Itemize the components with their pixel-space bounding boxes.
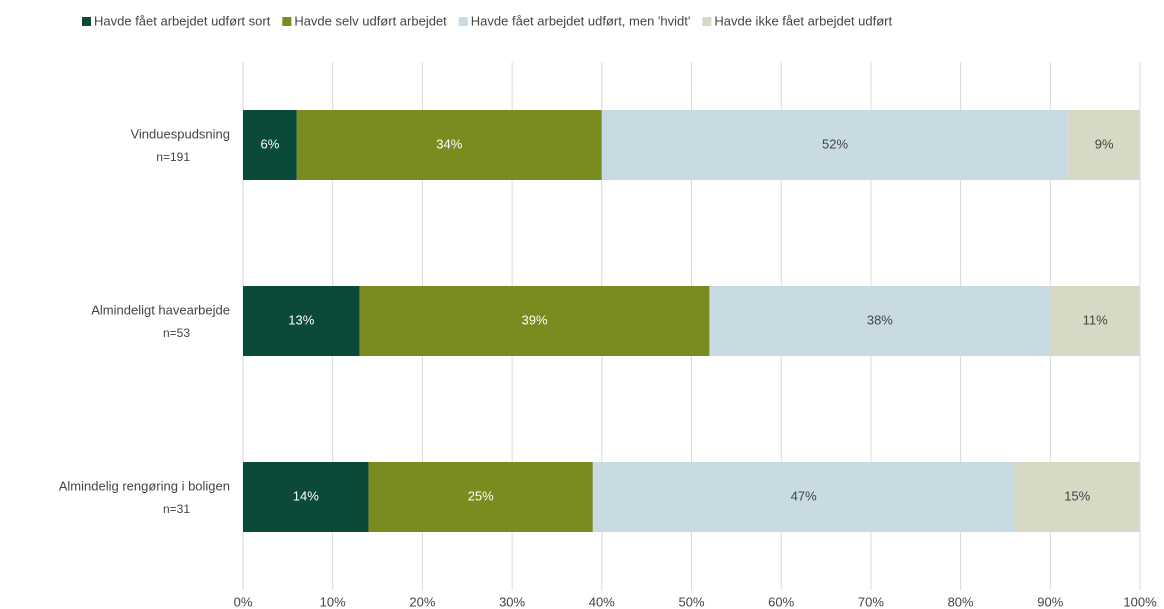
- data-label: 52%: [822, 136, 848, 151]
- y-tick-label: Almindelig rengøring i boligen: [59, 478, 230, 493]
- legend-swatch: [458, 17, 468, 26]
- x-tick-label: 70%: [858, 594, 884, 609]
- bar-segment: [601, 110, 1069, 180]
- x-tick-label: 100%: [1123, 594, 1157, 609]
- legend-label: Havde ikke fået arbejdet udført: [714, 13, 892, 28]
- y-tick-note: n=191: [156, 150, 190, 164]
- legend-swatch: [82, 17, 91, 26]
- y-tick-label: Vinduespudsning: [130, 126, 230, 141]
- data-label: 34%: [436, 136, 462, 151]
- x-tick-label: 10%: [320, 594, 346, 609]
- data-label: 25%: [468, 488, 494, 503]
- x-tick-label: 90%: [1037, 594, 1063, 609]
- y-tick-note: n=31: [163, 502, 190, 516]
- x-tick-label: 30%: [499, 594, 525, 609]
- legend-label: Havde fået arbejdet udført sort: [94, 13, 271, 28]
- y-tick-note: n=53: [163, 326, 190, 340]
- bar-segment: [243, 286, 360, 356]
- legend-label: Havde fået arbejdet udført, men 'hvidt': [471, 13, 691, 28]
- legend-swatch: [282, 17, 292, 26]
- bar-segment: [592, 462, 1015, 532]
- x-tick-label: 40%: [589, 594, 615, 609]
- bar-segment: [709, 286, 1051, 356]
- data-label: 13%: [288, 312, 314, 327]
- bar-segment: [296, 110, 602, 180]
- bar-segment: [1014, 462, 1140, 532]
- bar-segment: [1050, 286, 1140, 356]
- bar-segment: [359, 286, 710, 356]
- data-label: 38%: [867, 312, 893, 327]
- data-label: 6%: [261, 136, 280, 151]
- bar-segment: [243, 110, 297, 180]
- legend-label: Havde selv udført arbejdet: [294, 13, 447, 28]
- legend-swatch: [702, 17, 712, 26]
- x-tick-label: 50%: [678, 594, 704, 609]
- bar-segment: [1068, 110, 1140, 180]
- data-label: 15%: [1064, 488, 1090, 503]
- x-tick-label: 60%: [768, 594, 794, 609]
- data-label: 47%: [791, 488, 817, 503]
- data-label: 9%: [1095, 136, 1114, 151]
- x-tick-label: 0%: [234, 594, 253, 609]
- y-tick-label: Almindeligt havearbejde: [91, 302, 230, 317]
- x-tick-label: 20%: [409, 594, 435, 609]
- bar-segment: [368, 462, 593, 532]
- data-label: 11%: [1083, 312, 1108, 327]
- data-label: 14%: [293, 488, 319, 503]
- bar-segment: [243, 462, 369, 532]
- x-tick-label: 80%: [948, 594, 974, 609]
- data-label: 39%: [522, 312, 548, 327]
